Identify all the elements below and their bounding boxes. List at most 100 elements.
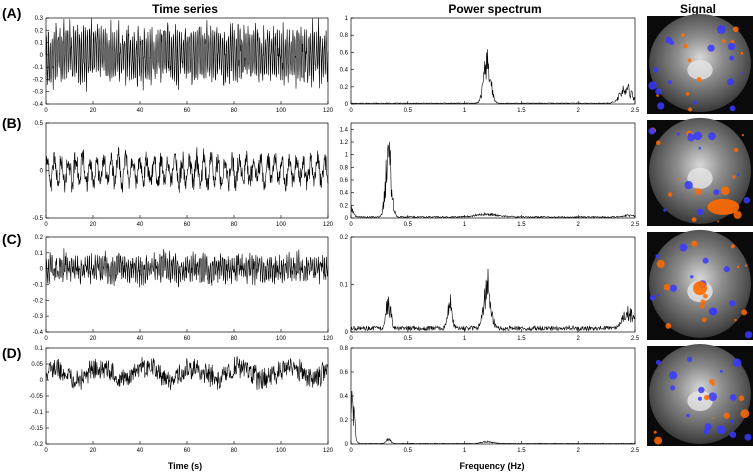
negative-activation-blob <box>723 266 730 273</box>
x-tick-label: 2.5 <box>631 336 640 342</box>
y-tick-label: 0.4 <box>340 68 349 74</box>
negative-activation-blob <box>708 392 717 402</box>
x-tick-label: 40 <box>137 336 144 342</box>
power-spectrum-panel-a: 1 0.8 0.6 0.4 0.2 00 0.5 1 1.5 2 2.5 <box>340 16 640 114</box>
positive-activation-blob <box>663 283 671 291</box>
x-tick-label: 2.5 <box>631 222 640 228</box>
positive-activation-blob <box>707 198 740 215</box>
positive-activation-blob <box>720 186 730 196</box>
negative-activation-blob <box>670 385 676 391</box>
y-tick-label: 0 <box>40 169 44 175</box>
positive-activation-blob <box>691 217 697 223</box>
x-tick-label: 100 <box>276 448 287 454</box>
negative-activation-blob <box>667 80 673 85</box>
plot-frame <box>45 236 329 333</box>
negative-activation-blob <box>729 55 735 61</box>
negative-activation-blob <box>697 396 702 401</box>
time-series-line <box>45 356 329 391</box>
negative-activation-blob <box>698 386 705 394</box>
x-tick-label: 20 <box>90 108 97 114</box>
positive-activation-blob <box>665 323 672 329</box>
negative-activation-blob <box>716 24 726 34</box>
row-label-a: (A) <box>2 5 21 21</box>
negative-activation-blob <box>668 371 678 380</box>
time-series-panel-c: 0.20.10-0.1-0.2-0.3-0.40 20 40 60 80 100 120 <box>33 235 334 342</box>
y-tick-label: 1 <box>345 153 349 159</box>
x-tick-label: 1 <box>463 222 467 228</box>
y-tick-label: 0.2 <box>340 418 349 424</box>
x-tick-label: 0 <box>349 108 353 114</box>
positive-activation-blob <box>732 175 736 179</box>
positive-activation-blob <box>712 417 715 420</box>
negative-activation-blob <box>708 132 716 141</box>
y-tick-label: 0.3 <box>35 16 44 22</box>
negative-activation-blob <box>741 72 744 75</box>
negative-activation-blob <box>663 208 667 212</box>
spinal-cord <box>687 167 713 189</box>
positive-activation-blob <box>741 309 748 316</box>
negative-activation-blob <box>655 359 661 365</box>
x-tick-label: 2.5 <box>631 108 640 114</box>
y-tick-label: -0.2 <box>33 77 44 83</box>
y-tick-label: 0.6 <box>340 50 349 56</box>
signal-maps <box>647 14 753 446</box>
time-series-line <box>45 17 329 92</box>
positive-activation-blob <box>744 264 748 267</box>
y-tick-label: 0 <box>40 53 44 59</box>
x-tick-label: 120 <box>323 222 334 228</box>
x-tick-label: 0 <box>44 108 48 114</box>
negative-activation-blob <box>729 300 736 307</box>
negative-activation-blob <box>692 100 697 105</box>
signal-map-b <box>647 117 753 226</box>
positive-activation-blob <box>736 265 740 269</box>
negative-activation-blob <box>704 423 712 431</box>
x-tick-label: 20 <box>90 222 97 228</box>
positive-activation-blob <box>656 94 659 97</box>
y-tick-label: 0 <box>345 330 349 336</box>
time-series-panel-d: 0.10.050-0.05-0.1-0.15-0.20 20 40 60 80 100 12… <box>29 346 333 454</box>
y-tick-label: 1 <box>345 16 349 22</box>
y-tick-label: 0.8 <box>340 33 349 39</box>
positive-activation-blob <box>685 92 690 96</box>
y-tick-label: -0.2 <box>33 298 44 304</box>
x-tick-label: 1 <box>463 336 467 342</box>
y-tick-label: -0.3 <box>33 314 44 320</box>
positive-activation-blob <box>693 281 707 296</box>
positive-activation-blob <box>732 26 739 33</box>
x-tick-label: 120 <box>323 108 334 114</box>
negative-activation-blob <box>743 196 751 204</box>
y-tick-label: -0.3 <box>33 90 44 96</box>
y-tick-label: -0.5 <box>33 216 44 222</box>
negative-activation-blob <box>649 295 656 301</box>
negative-activation-blob <box>648 127 656 135</box>
negative-activation-blob <box>727 42 736 51</box>
y-tick-label: 0.1 <box>35 251 44 257</box>
y-tick-label: 0.4 <box>340 394 349 400</box>
y-tick-label: -0.1 <box>33 283 44 289</box>
x-tick-label: 20 <box>90 336 97 342</box>
positive-activation-blob <box>711 382 715 386</box>
y-tick-label: 1.2 <box>340 140 349 146</box>
negative-activation-blob <box>656 293 660 297</box>
x-tick-label: 0.5 <box>404 336 413 342</box>
x-tick-label: 2 <box>577 448 581 454</box>
positive-activation-blob <box>677 178 680 181</box>
positive-activation-blob <box>701 317 707 323</box>
x-tick-label: 100 <box>276 108 287 114</box>
negative-activation-blob <box>716 425 726 435</box>
negative-activation-blob <box>729 431 737 439</box>
y-tick-label: 0.4 <box>340 191 349 197</box>
x-tick-label: 40 <box>137 222 144 228</box>
x-tick-label: 20 <box>90 448 97 454</box>
x-tick-label: 40 <box>137 448 144 454</box>
positive-activation-blob <box>654 436 663 445</box>
negative-activation-blob <box>698 146 702 150</box>
y-tick-label: 0.2 <box>35 235 44 241</box>
x-tick-label: 120 <box>323 448 334 454</box>
plot-frame <box>350 122 636 219</box>
negative-activation-blob <box>686 413 690 418</box>
positive-activation-blob <box>700 299 706 305</box>
power-spectrum-panel-b: 1.4 1.2 1 0.8 0.6 0.4 0.2 00 0.5 1 1.5 2 2.5 <box>340 122 640 228</box>
positive-activation-blob <box>696 77 702 83</box>
y-tick-label: -0.4 <box>33 102 44 108</box>
